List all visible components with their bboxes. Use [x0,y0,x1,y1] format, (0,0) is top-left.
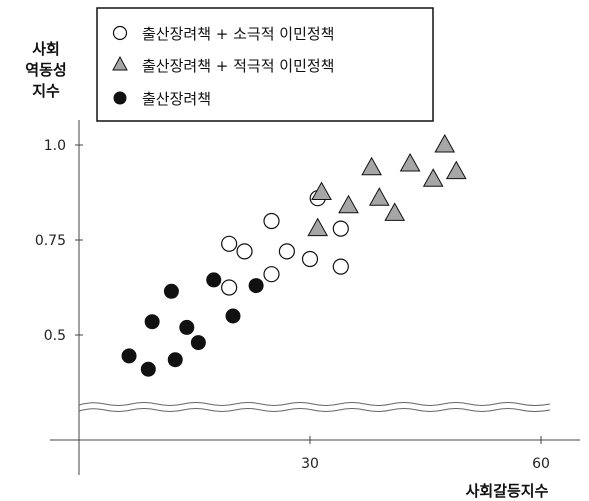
filled-circle-data-point [225,308,241,324]
filled-circle-data-point [140,361,156,377]
legend: 출산장려책 + 소극적 이민정책 출산장려책 + 적극적 이민정책 출산장려책 [96,7,434,122]
filled-circle-data-point [248,278,264,294]
triangle-data-point [434,133,456,153]
open-circle-data-point [263,266,280,283]
triangle-data-point [361,156,382,176]
x-tick-label: 60 [532,456,550,472]
legend-box [96,7,434,122]
data-points [121,133,467,377]
filled-circle-data-point [163,283,179,299]
legend-label-filled-circle: 출산장려책 [142,90,211,108]
axis-break-upper [78,402,551,406]
triangle-data-point [422,168,444,187]
open-circle-data-point [236,243,253,260]
y-tick-label: 0.75 [35,233,66,249]
legend-label-triangle: 출산장려책 + 적극적 이민정책 [142,57,334,75]
triangle-data-point [368,187,390,206]
open-circle-data-point [278,243,295,260]
open-circle-data-point [332,220,349,237]
axis-break-lower [78,408,551,412]
triangle-data-point [311,181,332,200]
y-tick-label: 0.5 [44,328,66,344]
open-circle-data-point [221,279,238,296]
filled-circle-data-point [179,319,195,335]
filled-circle-data-point [144,314,160,330]
open-circle-data-point [301,250,319,268]
y-tick-label: 1.0 [44,138,66,154]
legend-label-open-circle: 출산장려책 + 소극적 이민정책 [142,25,334,43]
y-axis-title-line-3: 지수 [32,82,60,100]
legend-open-circle-icon [112,25,128,41]
x-tick-label: 30 [301,456,319,472]
y-axis-title-line-1: 사회 [32,40,60,58]
legend-triangle-icon [112,55,128,71]
filled-circle-data-point [121,348,137,364]
triangle-data-point [307,217,329,237]
legend-filled-circle-icon [113,91,127,105]
open-circle-data-point [332,258,349,275]
y-axis-title-line-2: 역동성 [25,61,66,79]
triangle-data-point [338,194,359,214]
filled-circle-data-point [167,352,183,368]
tick-group: 30 60 0.5 0.75 1.0 [35,138,550,472]
open-circle-data-point [221,235,238,252]
triangle-data-point [399,152,421,172]
filled-circle-data-point [206,272,222,288]
x-axis-title: 사회갈등지수 [466,482,549,500]
filled-circle-data-point [190,335,206,351]
triangle-data-point [445,160,467,180]
open-circle-data-point [263,212,280,230]
triangle-data-point [384,202,406,221]
